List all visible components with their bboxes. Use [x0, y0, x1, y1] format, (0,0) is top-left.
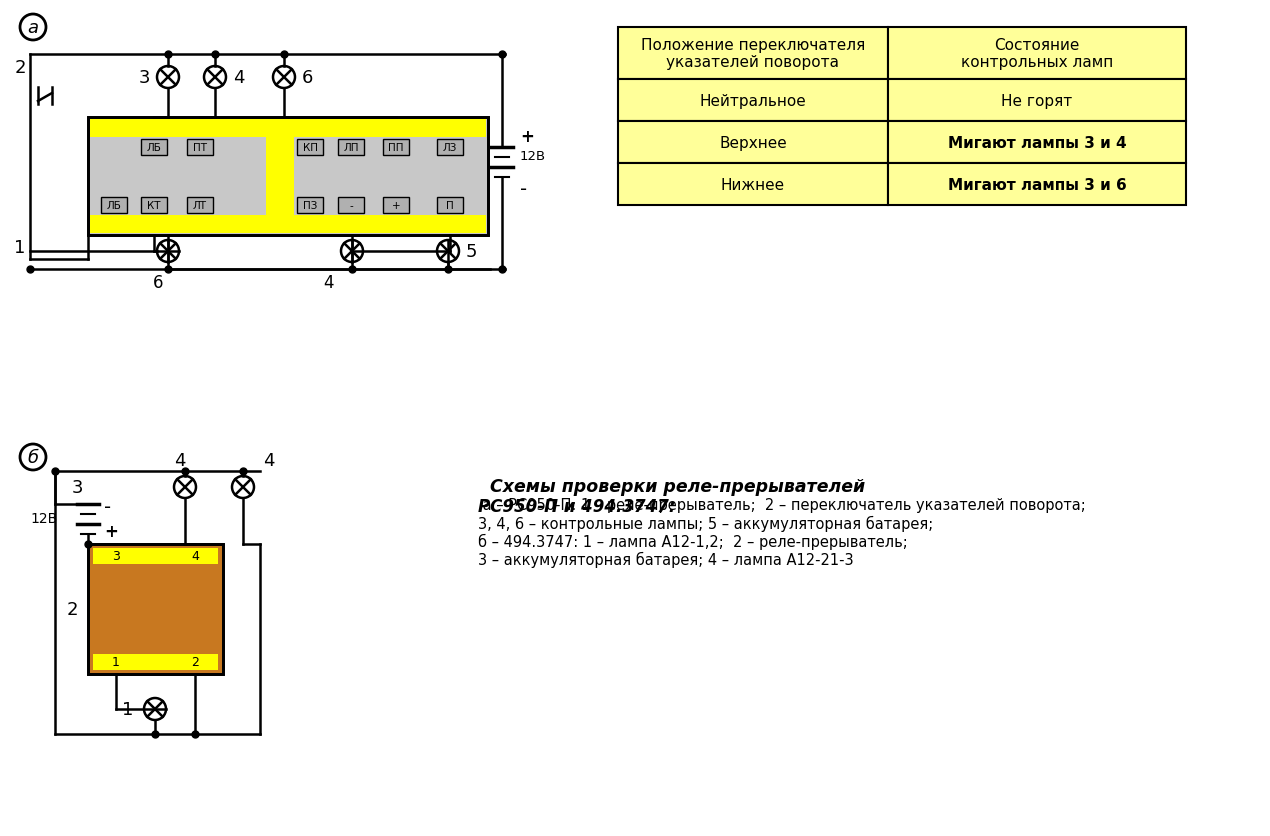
Text: 3 – аккумуляторная батарея; 4 – лампа А12-21-3: 3 – аккумуляторная батарея; 4 – лампа А1… [478, 551, 853, 568]
Bar [265, 120, 293, 234]
Text: а – РС950-П: 1 – реле-прерыватель;  2 – переключатель указателей поворота;: а – РС950-П: 1 – реле-прерыватель; 2 – п… [478, 497, 1086, 512]
Text: ЛБ: ЛБ [146, 143, 161, 153]
Bar [88, 544, 224, 674]
Bar [384, 140, 409, 155]
Text: 2: 2 [66, 600, 77, 619]
Text: ЛТ: ЛТ [193, 201, 207, 211]
Bar [888, 80, 1186, 122]
Text: Мигают лампы 3 и 6: Мигают лампы 3 и 6 [947, 177, 1126, 192]
Text: -: - [104, 498, 112, 517]
Text: а: а [28, 19, 38, 37]
Bar [187, 140, 213, 155]
Text: Не горят: Не горят [1001, 94, 1073, 109]
Text: +: + [391, 201, 400, 211]
Text: РС950-П и 494.3747:: РС950-П и 494.3747: [478, 497, 676, 515]
Bar [88, 544, 224, 674]
Text: 5: 5 [466, 242, 478, 261]
Text: 1: 1 [122, 701, 133, 718]
Text: Нейтральное: Нейтральное [700, 94, 806, 109]
Text: 1: 1 [14, 239, 25, 257]
Text: 12В: 12В [30, 512, 58, 525]
Text: +: + [519, 128, 533, 145]
Bar [88, 118, 488, 236]
Text: 3: 3 [112, 550, 119, 563]
Text: 3, 4, 6 – контрольные лампы; 5 – аккумуляторная батарея;: 3, 4, 6 – контрольные лампы; 5 – аккумул… [478, 515, 933, 532]
Text: 3: 3 [138, 69, 150, 87]
Text: 4: 4 [324, 273, 334, 292]
Bar [141, 140, 166, 155]
Bar [888, 164, 1186, 206]
Text: -: - [519, 180, 527, 199]
Bar [93, 655, 218, 670]
Text: 6: 6 [302, 69, 314, 87]
Text: 3: 3 [71, 478, 83, 497]
Bar [93, 548, 218, 564]
Text: Нижнее: Нижнее [721, 177, 785, 192]
Text: 1: 1 [112, 655, 119, 669]
Text: П: П [446, 201, 453, 211]
Bar [338, 140, 364, 155]
Text: ПЗ: ПЗ [302, 201, 318, 211]
Text: б: б [28, 448, 38, 466]
Text: ЛП: ЛП [343, 143, 358, 153]
Bar [187, 198, 213, 214]
Text: 4: 4 [263, 451, 274, 470]
Text: 4: 4 [232, 69, 245, 87]
Text: ПП: ПП [389, 143, 404, 153]
Text: КП: КП [302, 143, 318, 153]
Bar [88, 118, 488, 236]
Text: 4: 4 [174, 451, 185, 470]
Bar [384, 198, 409, 214]
Text: 6: 6 [152, 273, 163, 292]
Bar [618, 80, 888, 122]
Text: 4: 4 [190, 550, 199, 563]
Text: ЛБ: ЛБ [107, 201, 122, 211]
Text: ЛЗ: ЛЗ [443, 143, 457, 153]
Bar [102, 198, 127, 214]
Bar [90, 216, 486, 234]
Text: ПТ: ПТ [193, 143, 207, 153]
Bar [888, 28, 1186, 80]
Bar [90, 120, 486, 138]
Text: +: + [104, 522, 118, 540]
Bar [297, 140, 323, 155]
Text: Положение переключателя
указателей поворота: Положение переключателя указателей повор… [641, 38, 865, 70]
Bar [618, 164, 888, 206]
Text: б – 494.3747: 1 – лампа А12-1,2;  2 – реле-прерыватель;: б – 494.3747: 1 – лампа А12-1,2; 2 – рел… [478, 533, 908, 549]
Text: Состояние
контрольных ламп: Состояние контрольных ламп [961, 38, 1113, 70]
Text: Схемы проверки реле-прерывателей: Схемы проверки реле-прерывателей [490, 477, 866, 496]
Bar [141, 198, 166, 214]
Text: Верхнее: Верхнее [719, 135, 787, 150]
Bar [618, 122, 888, 164]
Text: 2: 2 [14, 59, 25, 77]
Text: Мигают лампы 3 и 4: Мигают лампы 3 и 4 [947, 135, 1126, 150]
Text: -: - [349, 201, 353, 211]
Bar [437, 140, 464, 155]
Bar [437, 198, 464, 214]
Bar [888, 122, 1186, 164]
Text: 12B: 12B [519, 150, 546, 162]
Text: КТ: КТ [147, 201, 161, 211]
Bar [618, 28, 888, 80]
Bar [297, 198, 323, 214]
Bar [338, 198, 364, 214]
Text: 2: 2 [190, 655, 199, 669]
